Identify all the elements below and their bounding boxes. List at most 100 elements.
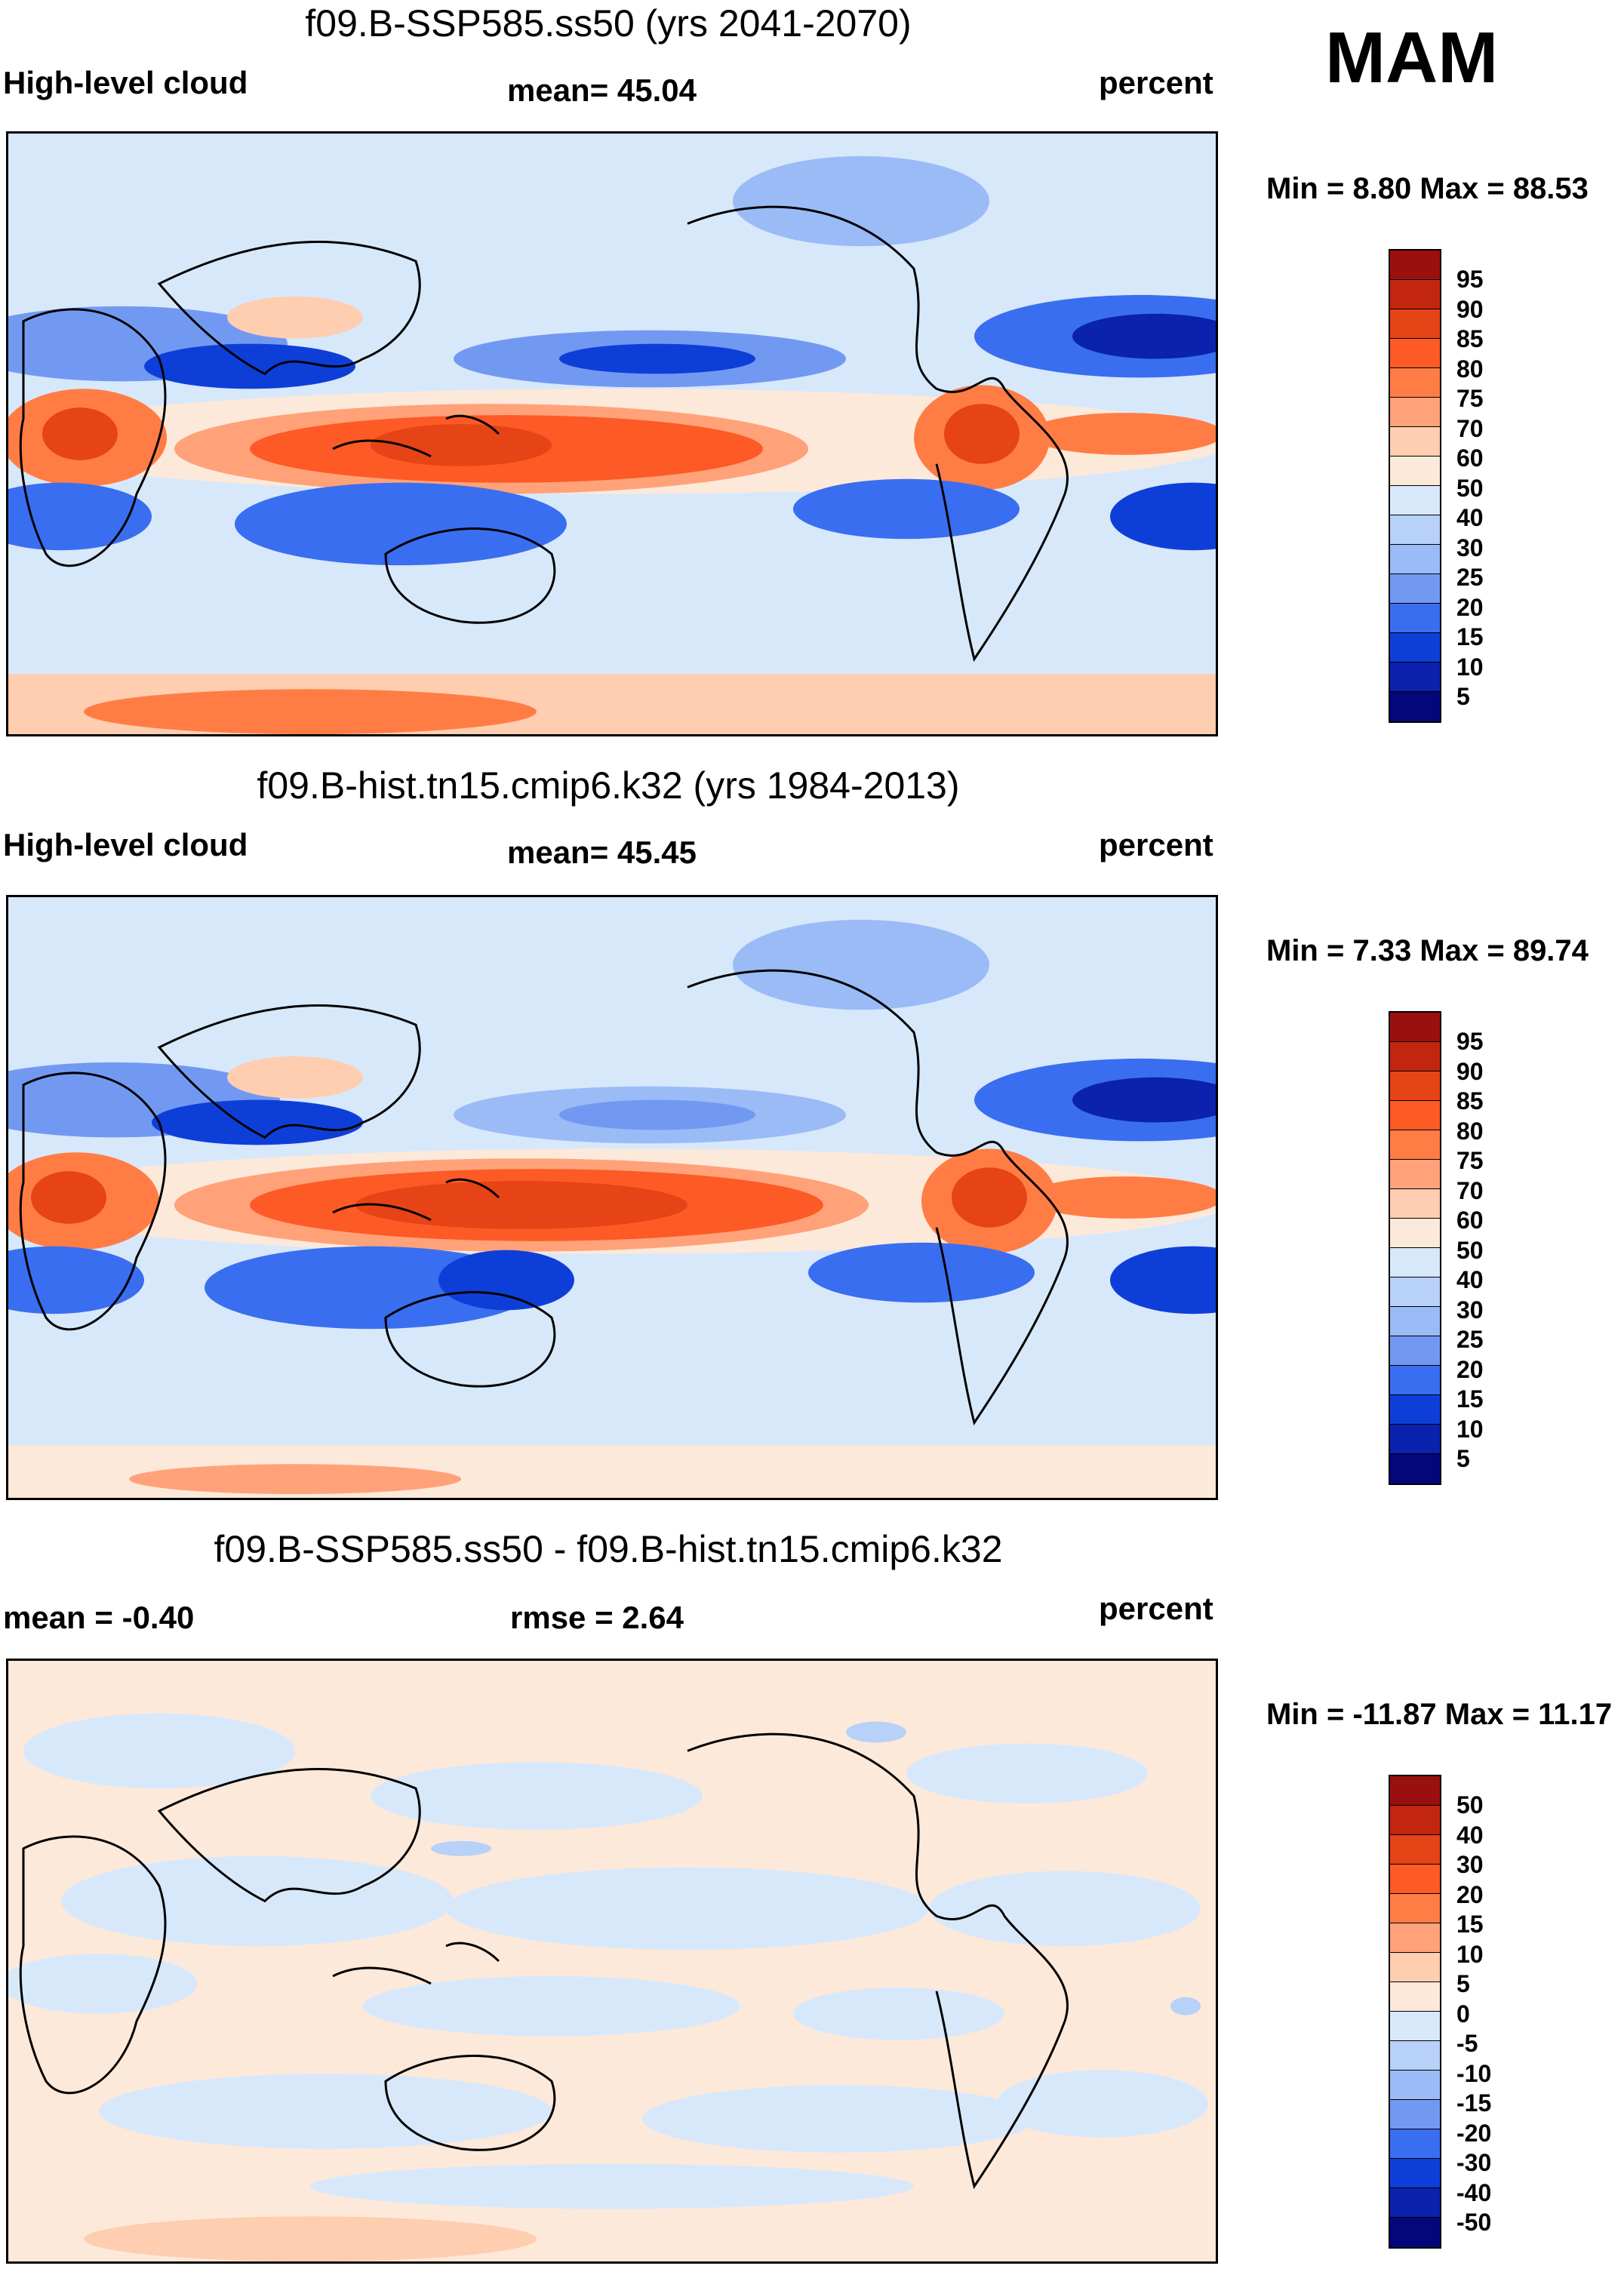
coastlines: [19, 205, 1069, 663]
arctic-min: [733, 919, 989, 1010]
warm-pool-max: [371, 424, 552, 466]
panel3-map: [6, 1659, 1218, 2264]
cbar-swatch: [1390, 1953, 1440, 1982]
cbar-swatch: [1390, 515, 1440, 545]
cbar-tick: 40: [1456, 1266, 1484, 1293]
cbar-tick: 10: [1456, 1941, 1484, 1968]
cbar-tick: -50: [1456, 2209, 1492, 2236]
cbar-tick: 20: [1456, 1881, 1484, 1908]
cbar-tick: -40: [1456, 2179, 1492, 2206]
cbar-tick: 80: [1456, 355, 1484, 383]
aus-min: [438, 1250, 574, 1311]
cbar-swatch: [1390, 574, 1440, 604]
cbar-tick: -5: [1456, 2030, 1478, 2057]
cbar-swatch: [1390, 368, 1440, 398]
panel2-mean-label: mean= 45.45: [507, 835, 697, 870]
cbar-tick: 5: [1456, 1445, 1470, 1472]
npac-core: [559, 1099, 755, 1130]
cbar-tick: 75: [1456, 1147, 1484, 1174]
npac-core: [559, 343, 755, 374]
cbar-swatch: [1390, 1835, 1440, 1865]
stronger-negative-patches: [431, 1721, 1201, 2015]
arabia-min: [152, 1099, 363, 1145]
cbar-swatch: [1390, 604, 1440, 633]
cbar-tick: 40: [1456, 504, 1484, 531]
panel2-minmax: Min = 7.33 Max = 89.74: [1266, 934, 1589, 967]
antarctic-max: [129, 1464, 461, 1495]
cbar-tick: 60: [1456, 444, 1484, 472]
cbar-swatch: [1390, 457, 1440, 486]
amazon-core: [944, 404, 1020, 464]
natl-core: [1072, 313, 1216, 359]
warm-pool-max: [355, 1181, 687, 1229]
cbar-swatch: [1390, 427, 1440, 457]
panel1-map: [6, 131, 1218, 736]
africa-core: [42, 407, 118, 460]
cbar-tick: 70: [1456, 415, 1484, 442]
cbar-swatch: [1390, 1806, 1440, 1835]
cbar-swatch: [1390, 2188, 1440, 2218]
atlantic-itcz: [1027, 1176, 1216, 1219]
cbar-swatch: [1390, 1366, 1440, 1395]
sepac-min: [793, 478, 1020, 540]
panel3-rmse-label: rmse = 2.64: [510, 1600, 684, 1635]
panel3-title: f09.B-SSP585.ss50 - f09.B-hist.tn15.cmip…: [214, 1528, 1003, 1570]
antarctic-positive: [84, 2216, 537, 2261]
cbar-tick: -30: [1456, 2149, 1492, 2176]
cbar-swatch: [1390, 2129, 1440, 2159]
cbar-swatch: [1390, 1130, 1440, 1160]
cbar-swatch: [1390, 486, 1440, 515]
cbar-swatch: [1390, 692, 1440, 721]
satl-min: [8, 482, 152, 551]
cbar-tick: 10: [1456, 1416, 1484, 1443]
cbar-swatch: [1390, 309, 1440, 339]
panel3-minmax: Min = -11.87 Max = 11.17: [1266, 1698, 1613, 1731]
cbar-tick: 95: [1456, 266, 1484, 293]
cbar-swatch: [1390, 1923, 1440, 1953]
cbar-tick: 5: [1456, 683, 1470, 710]
cbar-swatch: [1390, 1013, 1440, 1042]
panel2-map: [6, 895, 1218, 1500]
cbar-swatch: [1390, 1454, 1440, 1483]
cbar-tick: 15: [1456, 623, 1484, 650]
cbar-tick: -15: [1456, 2089, 1492, 2117]
cbar-swatch: [1390, 2100, 1440, 2129]
satl2-min: [1110, 1246, 1216, 1314]
panel2-title: f09.B-hist.tn15.cmip6.k32 (yrs 1984-2013…: [257, 764, 960, 807]
natl-core: [1072, 1077, 1216, 1123]
antarctic-max: [84, 689, 537, 734]
cbar-swatch: [1390, 1160, 1440, 1189]
panel3-units-label: percent: [1099, 1591, 1213, 1626]
cbar-tick: -10: [1456, 2060, 1492, 2087]
cbar-tick: 15: [1456, 1911, 1484, 1938]
cbar-tick: 90: [1456, 1058, 1484, 1085]
cbar-swatch: [1390, 1071, 1440, 1101]
panel3-mean-label: mean = -0.40: [3, 1600, 195, 1635]
cbar-tick: 0: [1456, 2000, 1470, 2028]
cbar-tick: 15: [1456, 1385, 1484, 1413]
negative-anomaly-patches: [8, 1713, 1208, 2209]
cbar-tick: 80: [1456, 1118, 1484, 1145]
tibet-high: [227, 296, 363, 339]
cbar-tick: 60: [1456, 1207, 1484, 1234]
cbar-swatch: [1390, 1425, 1440, 1454]
cbar-tick: 20: [1456, 1356, 1484, 1383]
cbar-swatch: [1390, 2012, 1440, 2041]
cbar-swatch: [1390, 2218, 1440, 2247]
cbar-swatch: [1390, 1395, 1440, 1425]
season-label: MAM: [1325, 17, 1499, 98]
cbar-tick: 10: [1456, 653, 1484, 681]
cbar-tick: 75: [1456, 385, 1484, 412]
cbar-tick: 40: [1456, 1822, 1484, 1849]
satl-min: [8, 1246, 144, 1314]
cbar-swatch: [1390, 1042, 1440, 1071]
cbar-swatch: [1390, 1219, 1440, 1248]
cbar-swatch: [1390, 545, 1440, 574]
cbar-tick: 95: [1456, 1028, 1484, 1055]
cbar-swatch: [1390, 251, 1440, 280]
cbar-swatch: [1390, 633, 1440, 663]
panel2-units-label: percent: [1099, 827, 1213, 862]
panel1-mean-label: mean= 45.04: [507, 72, 697, 108]
cbar-swatch: [1390, 1894, 1440, 1923]
cbar-tick: 70: [1456, 1177, 1484, 1204]
